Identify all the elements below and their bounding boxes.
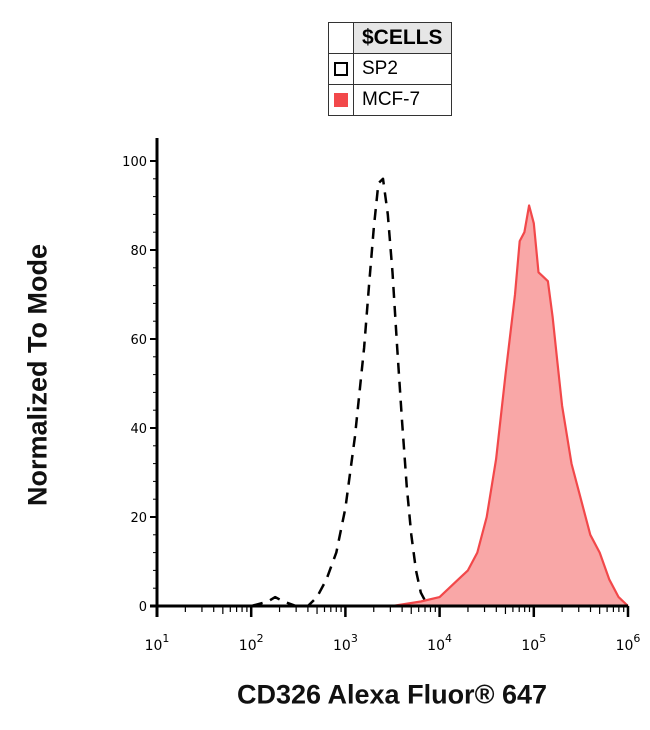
x-tick-label: 103 (333, 632, 358, 654)
legend-item-mcf7: MCF-7 (328, 84, 452, 116)
y-tick-label: 60 (130, 333, 147, 348)
y-tick-label: 80 (130, 244, 147, 259)
legend-swatch-sp2-icon (334, 61, 348, 76)
x-axis: 101 102 103 104 105 106 (145, 606, 641, 654)
x-tick-label: 101 (145, 632, 170, 654)
x-tick-label: 105 (521, 632, 546, 654)
axes-frame (150, 138, 628, 617)
series-layer (157, 177, 629, 608)
legend-swatch-cell (328, 84, 354, 116)
legend-header: $CELLS (353, 22, 452, 54)
legend-item-sp2: SP2 (328, 53, 452, 85)
x-tick-label: 106 (616, 632, 641, 654)
y-tick-label: 100 (122, 155, 147, 170)
x-axis-label: CD326 Alexa Fluor® 647 (236, 679, 548, 710)
legend-label: SP2 (353, 53, 452, 85)
mcf7-histogram-line (157, 204, 629, 608)
y-tick-label: 0 (139, 600, 147, 615)
x-tick-label: 104 (427, 632, 452, 654)
y-tick-label: 20 (130, 511, 147, 526)
mcf7-histogram-fill (157, 205, 628, 606)
y-axis: 0 20 40 60 80 100 (122, 155, 157, 615)
legend-swatch-mcf7-icon (334, 92, 348, 107)
legend-label: MCF-7 (353, 84, 452, 116)
legend-swatch-cell (328, 53, 354, 85)
y-tick-label: 40 (130, 422, 147, 437)
x-tick-label: 102 (239, 632, 264, 654)
legend: $CELLS SP2 MCF-7 (328, 22, 452, 116)
